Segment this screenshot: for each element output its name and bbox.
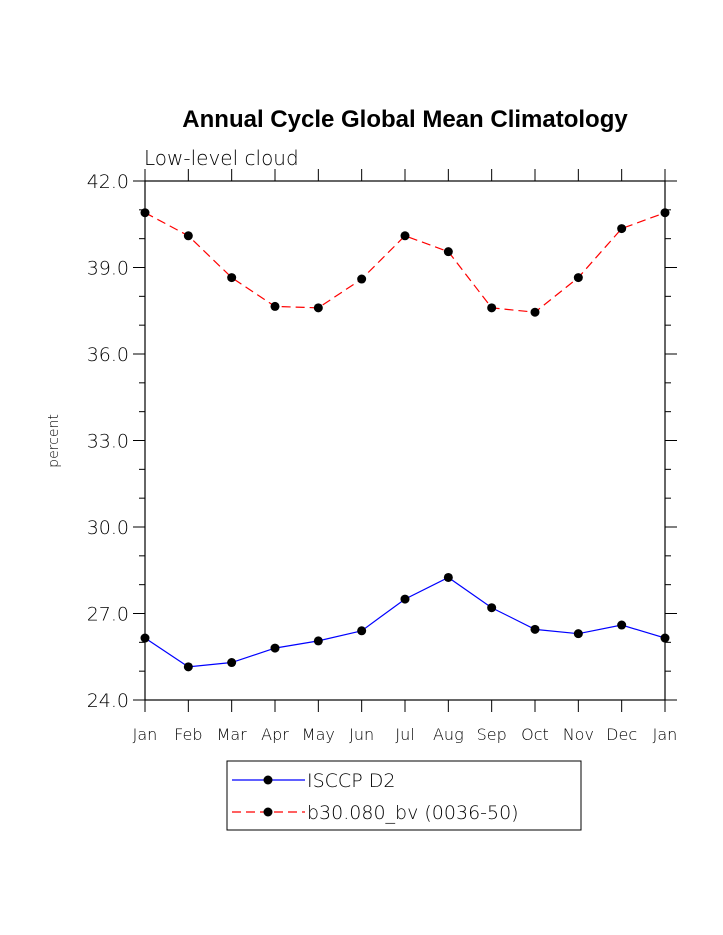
data-point-0	[573, 629, 583, 639]
legend: ISCCP D2 b30.080_bv (0036-50)	[226, 760, 582, 831]
y-tick-labels: 24.0 27.0 30.0 33.0 36.0 39.0 42.0	[87, 171, 129, 712]
data-point-1	[573, 273, 583, 283]
y-tick-label: 27.0	[87, 604, 129, 626]
data-point-0	[140, 633, 150, 643]
data-point-1	[443, 247, 453, 257]
legend-label-b30: b30.080_bv (0036-50)	[307, 802, 519, 824]
x-tick-label: Aug	[433, 725, 464, 744]
data-point-1	[660, 208, 670, 218]
chart-subtitle: Low-level cloud	[144, 146, 299, 170]
data-point-1	[227, 273, 237, 283]
x-tick-label: Sep	[477, 725, 507, 744]
data-point-0	[227, 658, 237, 668]
legend-marker-isccp	[263, 775, 273, 785]
data-point-0	[270, 643, 280, 653]
y-tick-label: 30.0	[87, 517, 129, 539]
x-tick-label: May	[302, 725, 335, 744]
axis-ticks	[133, 169, 677, 712]
x-tick-label: Mar	[217, 725, 248, 744]
data-point-1	[183, 231, 193, 241]
data-point-1	[400, 231, 410, 241]
x-tick-label: Jan	[133, 725, 158, 744]
series-layer	[140, 208, 670, 672]
data-point-1	[313, 303, 323, 313]
x-tick-label: Jul	[395, 725, 414, 744]
y-tick-label: 42.0	[87, 171, 129, 193]
x-tick-label: Dec	[606, 725, 637, 744]
y-tick-label: 36.0	[87, 344, 129, 366]
x-tick-label: Oct	[521, 725, 549, 744]
data-point-0	[313, 636, 323, 646]
x-tick-label: Apr	[261, 725, 289, 744]
x-tick-label: Jun	[349, 725, 374, 744]
data-point-1	[487, 303, 497, 313]
data-point-0	[660, 633, 670, 643]
y-tick-label: 24.0	[87, 690, 129, 712]
series-line-1	[144, 212, 666, 313]
x-tick-labels: Jan Feb Mar Apr May Jun Jul Aug Sep Oct Nov Dec Jan	[133, 725, 678, 744]
data-point-1	[357, 274, 367, 284]
y-axis-label: percent	[46, 414, 62, 468]
data-point-0	[400, 594, 410, 604]
x-tick-label: Jan	[653, 725, 678, 744]
legend-box	[226, 760, 582, 831]
x-tick-label: Feb	[174, 725, 202, 744]
series-line-0	[144, 576, 666, 668]
legend-label-isccp: ISCCP D2	[307, 770, 395, 792]
chart-title: Annual Cycle Global Mean Climatology	[182, 106, 628, 133]
x-tick-label: Nov	[563, 725, 594, 744]
data-point-0	[443, 572, 453, 582]
y-tick-label: 33.0	[87, 431, 129, 453]
legend-marker-b30	[263, 807, 273, 817]
data-point-0	[530, 624, 540, 634]
data-point-0	[183, 662, 193, 672]
data-point-0	[617, 620, 627, 630]
plot-frame	[144, 180, 666, 701]
y-tick-label: 39.0	[87, 258, 129, 280]
data-point-1	[270, 301, 280, 311]
data-point-1	[617, 224, 627, 234]
data-point-0	[487, 603, 497, 613]
data-point-0	[357, 626, 367, 636]
data-point-1	[530, 307, 540, 317]
data-point-1	[140, 208, 150, 218]
